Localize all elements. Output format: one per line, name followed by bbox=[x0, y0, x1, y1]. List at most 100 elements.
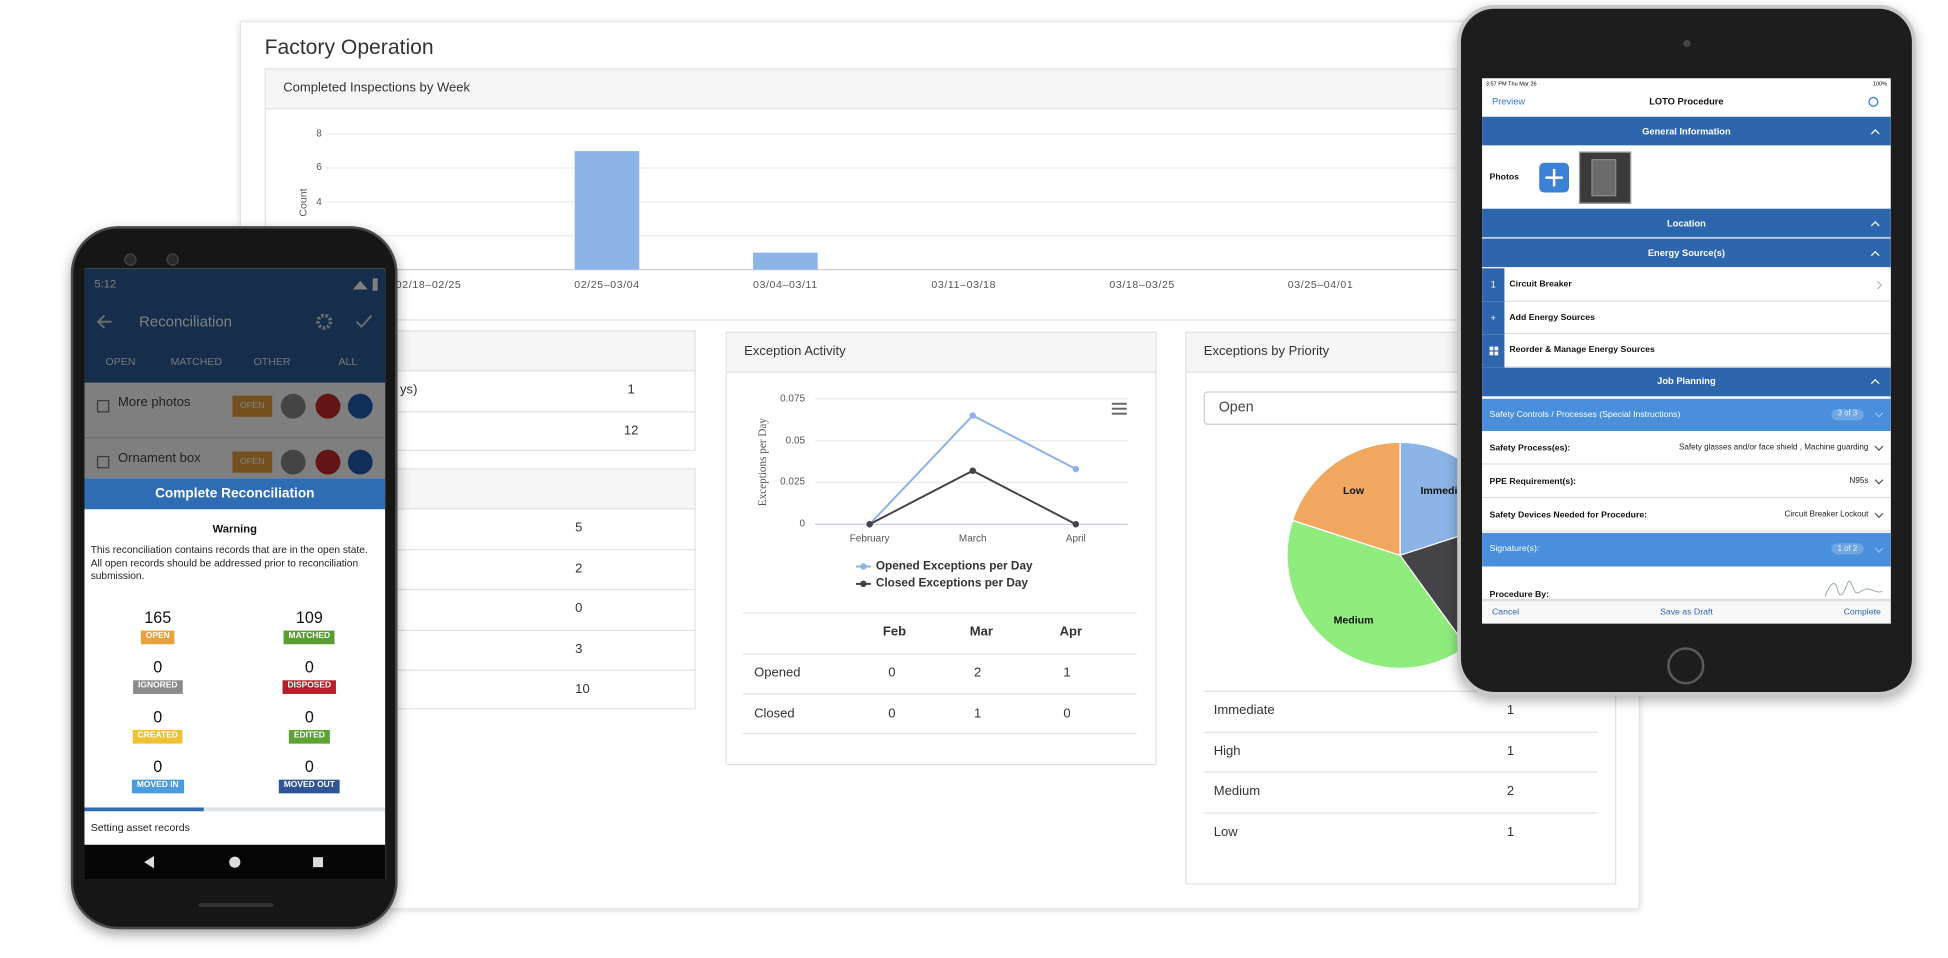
row-icon-cell bbox=[1482, 268, 1505, 302]
bar bbox=[574, 151, 640, 270]
panel-title: Completed Inspections by Week bbox=[283, 80, 471, 96]
y-tick-label: 4 bbox=[316, 195, 322, 207]
back-button[interactable]: Preview bbox=[1492, 95, 1526, 108]
section-title: Job Planning bbox=[1657, 375, 1716, 387]
row-divider bbox=[264, 410, 696, 412]
phone-camera bbox=[166, 253, 179, 266]
status-battery: 100% bbox=[1872, 79, 1888, 87]
filter-dropdown[interactable] bbox=[1203, 391, 1502, 425]
x-tick-label: 02/25–03/04 bbox=[574, 277, 640, 291]
stat-count: 0 bbox=[304, 757, 314, 776]
x-tick-label: February bbox=[849, 532, 890, 545]
row-icon: + bbox=[1490, 311, 1496, 323]
table-cell: 1 bbox=[1506, 743, 1515, 759]
table-cell: 1 bbox=[973, 705, 982, 721]
nav-back bbox=[144, 855, 155, 869]
field-row[interactable] bbox=[1482, 464, 1891, 499]
pie-slice bbox=[1286, 519, 1468, 669]
inspections-panel-header bbox=[264, 68, 1507, 110]
row-value: 5 bbox=[575, 520, 583, 536]
inspections-panel bbox=[264, 68, 1507, 321]
row-value: 12 bbox=[623, 422, 639, 438]
info-icon[interactable] bbox=[1868, 96, 1879, 107]
field-label: PPE Requirement(s): bbox=[1489, 477, 1577, 486]
signature-stroke bbox=[1824, 580, 1883, 596]
group-header[interactable] bbox=[1482, 532, 1891, 566]
stat-badge: OPEN bbox=[140, 630, 175, 645]
table-cell: 0 bbox=[888, 665, 896, 681]
section-header[interactable] bbox=[1482, 116, 1891, 146]
signature bbox=[1824, 580, 1883, 596]
field-row[interactable] bbox=[1482, 431, 1891, 465]
filter-value[interactable]: Open bbox=[1218, 399, 1254, 415]
group-header[interactable] bbox=[1482, 398, 1891, 432]
row-value: 10 bbox=[575, 681, 590, 697]
row-label: Reorder & Manage Energy Sources bbox=[1509, 345, 1655, 355]
section-header[interactable] bbox=[1482, 238, 1891, 268]
field-row[interactable] bbox=[1482, 498, 1891, 532]
row-divider bbox=[264, 629, 696, 631]
table-divider bbox=[1203, 690, 1598, 692]
table-divider bbox=[742, 693, 1137, 695]
series-line bbox=[869, 469, 1077, 526]
list-row[interactable] bbox=[1482, 301, 1891, 335]
group-badge: 3 of 3 bbox=[1831, 408, 1864, 421]
data-point bbox=[969, 467, 976, 474]
phone-screen: 5:12ReconciliationOPENMATCHEDOTHERALLMor… bbox=[84, 268, 386, 880]
row-value: 2 bbox=[575, 560, 583, 576]
y-axis-label: Count bbox=[296, 188, 310, 217]
screen-title: LOTO Procedure bbox=[1649, 95, 1724, 108]
action-button[interactable]: Complete bbox=[1843, 607, 1881, 617]
home-button[interactable] bbox=[1667, 647, 1705, 685]
field-value: Circuit Breaker Lockout bbox=[1784, 509, 1869, 519]
pie-label: Medium bbox=[1333, 612, 1374, 626]
row-label: Circuit Breaker bbox=[1509, 280, 1572, 289]
stat-count: 0 bbox=[304, 657, 314, 677]
field-value: Safety glasses and/or face shield , Mach… bbox=[1678, 442, 1869, 452]
list-row[interactable] bbox=[1482, 334, 1891, 368]
status-time: 3:57 PM Thu Mar 26 bbox=[1485, 79, 1537, 87]
stat-badge: MOVED IN bbox=[131, 779, 184, 794]
row-label: ys) bbox=[400, 382, 418, 398]
dialog-header bbox=[84, 478, 386, 510]
table-header: Mar bbox=[969, 624, 994, 640]
table-header: Feb bbox=[882, 624, 907, 640]
y-tick-label: 8 bbox=[316, 127, 322, 140]
field-label: Safety Process(es): bbox=[1489, 443, 1571, 453]
panel-title: Exception Activity bbox=[744, 343, 846, 359]
legend-marker bbox=[860, 563, 867, 570]
nav-home bbox=[229, 856, 241, 868]
y-axis-label: Exceptions per Day bbox=[755, 418, 769, 507]
table-divider bbox=[1203, 811, 1598, 814]
phone-camera bbox=[124, 253, 137, 266]
section-header[interactable] bbox=[1482, 208, 1891, 238]
action-button[interactable]: Cancel bbox=[1492, 607, 1520, 617]
dialog-message: This reconciliation contains records tha… bbox=[90, 544, 368, 582]
phone-speaker bbox=[198, 903, 274, 907]
grid-icon bbox=[1494, 351, 1499, 356]
grid-icon bbox=[1494, 346, 1499, 351]
exception-activity-panel bbox=[725, 331, 1157, 766]
data-point bbox=[866, 521, 873, 528]
legend-label: Closed Exceptions per Day bbox=[875, 576, 1028, 591]
modal-overlay bbox=[84, 268, 386, 479]
x-tick-label: 03/04–03/11 bbox=[752, 277, 818, 291]
group-title: Signature(s): bbox=[1489, 544, 1540, 554]
row-divider bbox=[264, 588, 696, 591]
action-bar bbox=[1482, 600, 1891, 624]
section-header[interactable] bbox=[1482, 367, 1891, 396]
dialog-heading: Warning bbox=[212, 522, 257, 535]
table-row-label: High bbox=[1213, 743, 1241, 759]
section-title: General Information bbox=[1642, 125, 1731, 137]
field-row[interactable] bbox=[1482, 565, 1891, 600]
action-button[interactable]: Save as Draft bbox=[1660, 607, 1713, 617]
panel-title: Exceptions by Priority bbox=[1203, 343, 1330, 359]
stat-count: 0 bbox=[153, 707, 163, 727]
list-row[interactable] bbox=[1482, 268, 1891, 302]
photos-label: Photos bbox=[1489, 173, 1520, 182]
table-row-label: Immediate bbox=[1213, 702, 1275, 718]
row-divider bbox=[264, 669, 696, 671]
table-divider bbox=[742, 653, 1137, 655]
